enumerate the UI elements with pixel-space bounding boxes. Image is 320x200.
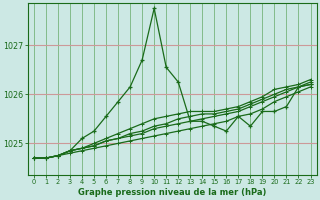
- X-axis label: Graphe pression niveau de la mer (hPa): Graphe pression niveau de la mer (hPa): [78, 188, 266, 197]
